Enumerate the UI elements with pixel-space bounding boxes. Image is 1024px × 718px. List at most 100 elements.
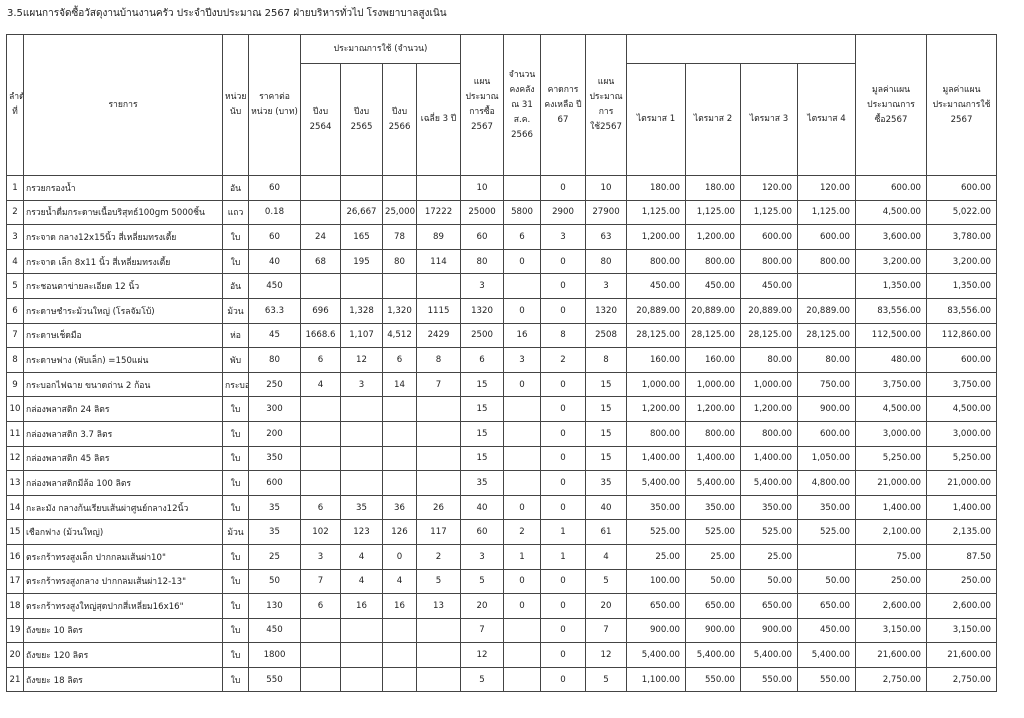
table-row: 16 ตระกร้าทรงสูงเล็ก ปากกลมเส้นผ่า10" ใบ 25… — [6, 543, 998, 570]
cell-y2565 — [340, 396, 383, 422]
cell-q2: 450.00 — [685, 273, 742, 299]
cell-plan-buy: 60 — [460, 519, 505, 545]
cell-no: 8 — [6, 347, 24, 373]
cell-no: 2 — [6, 199, 24, 226]
cell-q1: 1,200.00 — [626, 224, 687, 250]
cell-y2564: 6 — [300, 347, 341, 373]
cell-price: 250 — [248, 371, 301, 398]
cell-q3: 25.00 — [740, 543, 799, 570]
table-row: 8 กระดาษฟาง (พับเล็ก) =150แผ่น พับ 80 6 12 6 8 6… — [6, 347, 998, 373]
cell-y2564 — [300, 617, 341, 644]
cell-price: 80 — [248, 347, 301, 373]
cell-item: ตระกร้าทรงสูงเล็ก ปากกลมเส้นผ่า10" — [23, 543, 223, 570]
cell-price: 63.3 — [248, 297, 301, 324]
cell-stock — [503, 642, 542, 668]
cell-unit: ใบ — [222, 420, 249, 447]
cell-q2: 25.00 — [685, 543, 742, 570]
cell-price: 600 — [248, 470, 301, 496]
cell-no: 9 — [6, 371, 24, 398]
cell-value-use: 250.00 — [926, 568, 998, 595]
cell-avg3: 13 — [415, 593, 462, 619]
cell-q3: 525.00 — [740, 519, 799, 545]
cell-value-buy: 600.00 — [855, 175, 928, 201]
cell-value-buy: 3,150.00 — [855, 617, 928, 644]
cell-value-buy: 3,750.00 — [855, 371, 928, 398]
cell-no: 15 — [6, 519, 24, 545]
cell-q4 — [797, 273, 857, 299]
cell-item: กระบอกไฟฉาย ขนาดถ่าน 2 ก้อน — [23, 371, 223, 398]
cell-no: 20 — [6, 642, 24, 668]
cell-q4: 80.00 — [797, 347, 857, 373]
cell-q1: 650.00 — [626, 593, 687, 619]
cell-avg3: 7 — [415, 371, 462, 398]
cell-no: 18 — [6, 593, 24, 619]
cell-remain: 0 — [540, 297, 587, 324]
cell-value-buy: 21,000.00 — [855, 470, 928, 496]
cell-y2564 — [300, 642, 341, 668]
cell-no: 1 — [6, 175, 24, 201]
cell-q3: 1,400.00 — [740, 445, 799, 472]
table-row: 13 กล่องพลาสติกมีล้อ 100 ลิตร ใบ 600 35 0 35 5,… — [6, 470, 998, 496]
cell-q2: 525.00 — [685, 519, 742, 545]
cell-unit: ใบ — [222, 543, 249, 570]
cell-y2564 — [300, 666, 341, 693]
cell-stock — [503, 420, 542, 447]
cell-stock: 0 — [503, 248, 542, 275]
cell-q1: 28,125.00 — [626, 322, 687, 349]
cell-avg3 — [415, 642, 462, 668]
cell-plan-use: 3 — [585, 273, 628, 299]
cell-plan-buy: 40 — [460, 494, 505, 521]
table-row: 14 กะละมัง กลางก้นเรียบเส้นผ่าศูนย์กลาง12… — [6, 494, 998, 521]
cell-plan-buy: 60 — [460, 224, 505, 250]
cell-y2564: 696 — [300, 297, 341, 324]
cell-value-use: 21,000.00 — [926, 470, 998, 496]
cell-q1: 25.00 — [626, 543, 687, 570]
cell-item: ตระกร้าทรงสูงกลาง ปากกลมเส้นผ่า12-13" — [23, 568, 223, 595]
cell-unit: ใบ — [222, 248, 249, 275]
cell-remain: 0 — [540, 666, 587, 693]
cell-plan-buy: 3 — [460, 273, 505, 299]
cell-plan-use: 15 — [585, 420, 628, 447]
cell-q3: 5,400.00 — [740, 470, 799, 496]
cell-price: 40 — [248, 248, 301, 275]
cell-q2: 1,125.00 — [685, 199, 742, 226]
cell-value-buy: 112,500.00 — [855, 322, 928, 349]
cell-y2566 — [382, 642, 417, 668]
cell-value-buy: 3,000.00 — [855, 420, 928, 447]
cell-item: กล่องพลาสติก 3.7 ลิตร — [23, 420, 223, 447]
cell-q4: 900.00 — [797, 396, 857, 422]
cell-stock: 16 — [503, 322, 542, 349]
cell-item: กระจาด กลาง12x15นิ้ว สี่เหลี่ยมทรงเตี้ย — [23, 224, 223, 250]
cell-y2565: 4 — [340, 543, 383, 570]
cell-plan-use: 61 — [585, 519, 628, 545]
cell-remain: 0 — [540, 593, 587, 619]
cell-plan-use: 15 — [585, 445, 628, 472]
cell-y2565 — [340, 470, 383, 496]
cell-plan-buy: 12 — [460, 642, 505, 668]
cell-item: กระดาษชำระม้วนใหญ่ (โรลจัมโบ้) — [23, 297, 223, 324]
cell-no: 7 — [6, 322, 24, 349]
cell-stock: 0 — [503, 568, 542, 595]
cell-item: ถังขยะ 120 ลิตร — [23, 642, 223, 668]
cell-stock: 0 — [503, 371, 542, 398]
cell-plan-use: 20 — [585, 593, 628, 619]
cell-y2565: 3 — [340, 371, 383, 398]
cell-avg3: 17222 — [415, 199, 462, 226]
cell-item: ตระกร้าทรงสูงใหญ่สุดปากสี่เหลี่ยม16x16" — [23, 593, 223, 619]
cell-stock: 5800 — [503, 199, 542, 226]
cell-value-use: 3,750.00 — [926, 371, 998, 398]
cell-q3: 800.00 — [740, 248, 799, 275]
cell-q2: 1,000.00 — [685, 371, 742, 398]
cell-q4: 550.00 — [797, 666, 857, 693]
cell-q3: 1,000.00 — [740, 371, 799, 398]
cell-q1: 525.00 — [626, 519, 687, 545]
table-row: 20 ถังขยะ 120 ลิตร ใบ 1800 12 0 12 5,400.00 5,40… — [6, 642, 998, 668]
cell-stock — [503, 273, 542, 299]
cell-y2566: 6 — [382, 347, 417, 373]
cell-no: 16 — [6, 543, 24, 570]
cell-plan-use: 1320 — [585, 297, 628, 324]
cell-remain: 2 — [540, 347, 587, 373]
cell-item: กะละมัง กลางก้นเรียบเส้นผ่าศูนย์กลาง12นิ… — [23, 494, 223, 521]
cell-q1: 1,200.00 — [626, 396, 687, 422]
cell-price: 60 — [248, 224, 301, 250]
